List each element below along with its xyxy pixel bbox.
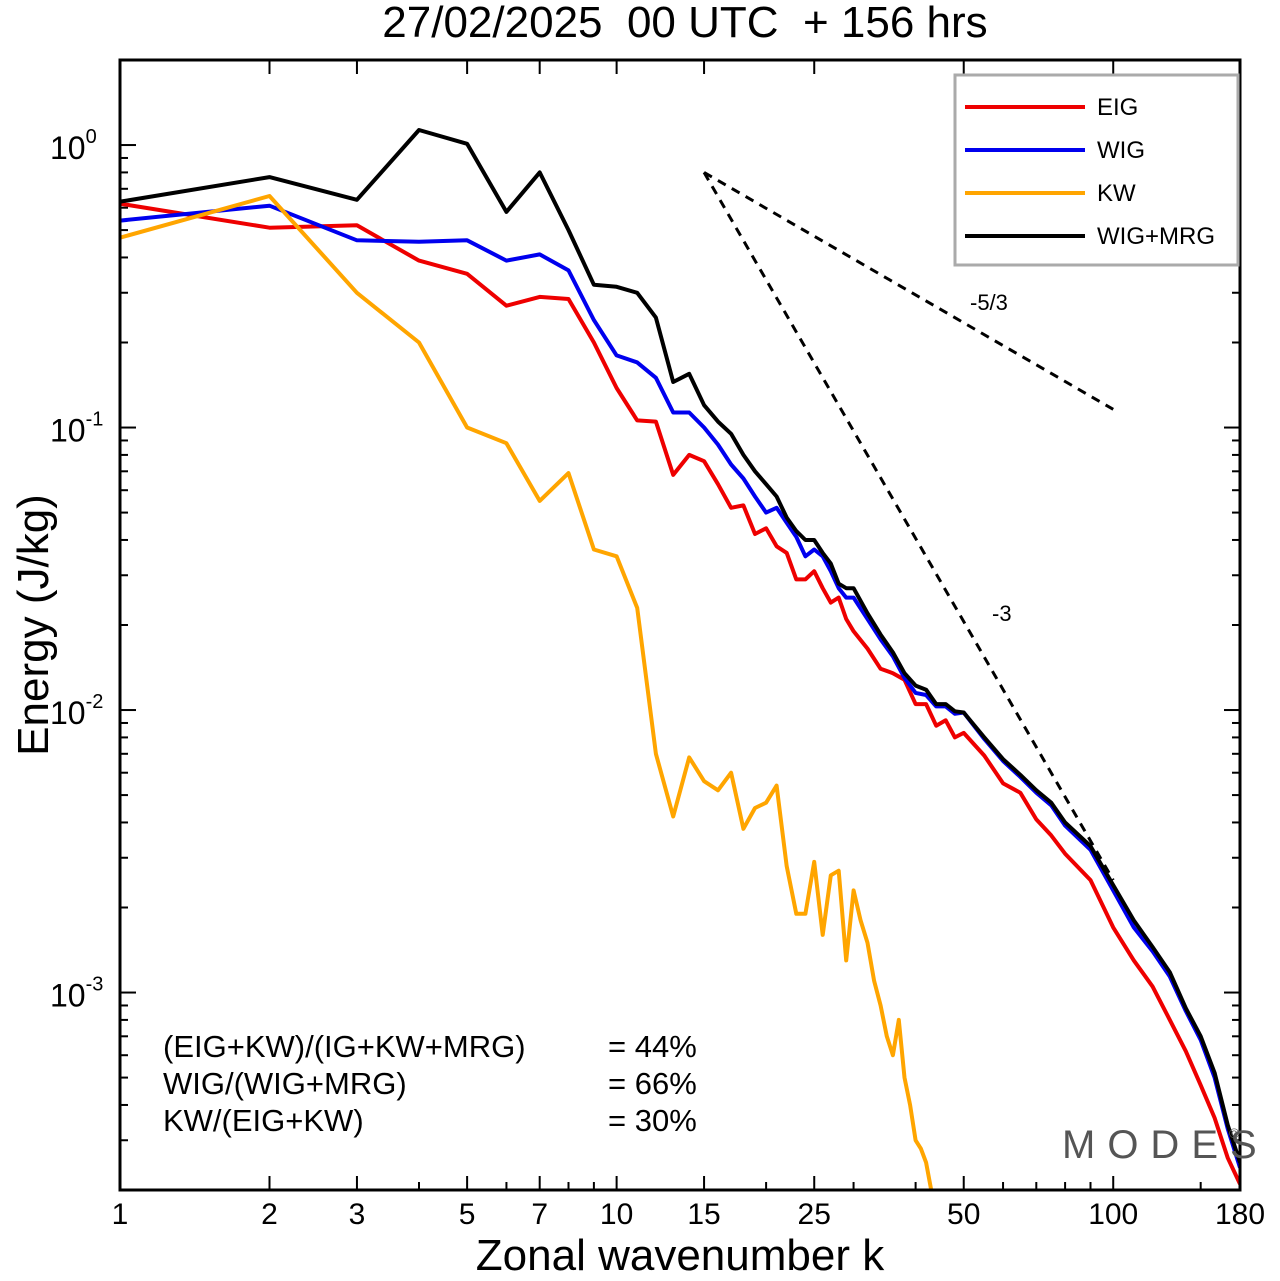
reference-slopes: -5/3 -3 <box>702 171 1115 881</box>
reference-slope-label-1: -5/3 <box>970 290 1008 315</box>
series-line-eig <box>120 201 1240 1185</box>
legend-label-kw: KW <box>1097 180 1136 207</box>
y-tick-label: 10-1 <box>50 409 103 449</box>
annotation-label-1: (EIG+KW)/(IG+KW+MRG) <box>163 1029 526 1064</box>
legend: EIG WIG KW WIG+MRG <box>953 73 1240 267</box>
x-tick-label: 2 <box>261 1198 278 1231</box>
x-tick-label: 180 <box>1215 1198 1265 1231</box>
y-tick-label: 10-3 <box>50 974 103 1014</box>
axes: 1 2 3 5 7 10 15 25 50 100 180 10-3 10-2 10-1 100 <box>50 59 1265 1231</box>
watermark-text: MODES <box>1062 1123 1269 1167</box>
chart-title: 27/02/2025 00 UTC + 156 hrs <box>382 0 987 47</box>
annotation-value-1: = 44% <box>608 1029 697 1064</box>
reference-slope-label-2: -3 <box>992 601 1012 626</box>
annotation-value-3: = 30% <box>608 1103 697 1138</box>
series-line-kw <box>120 194 934 1190</box>
x-axis-label: Zonal wavenumber k <box>476 1231 885 1280</box>
copyright-mark: © <box>1229 1125 1240 1141</box>
statistics-annotations: (EIG+KW)/(IG+KW+MRG) = 44% WIG/(WIG+MRG) = … <box>163 1029 697 1138</box>
legend-box <box>953 73 1240 267</box>
x-tick-label: 5 <box>459 1198 476 1231</box>
annotation-label-2: WIG/(WIG+MRG) <box>163 1066 407 1101</box>
x-tick-label: 50 <box>947 1198 980 1231</box>
series-line-wig <box>120 203 1240 1169</box>
y-tick-label: 10-2 <box>50 691 103 731</box>
reference-slope-line-2 <box>702 171 1115 881</box>
x-tick-label: 1 <box>112 1198 129 1231</box>
legend-label-wig: WIG <box>1097 137 1145 164</box>
x-tick-label: 7 <box>531 1198 548 1231</box>
x-tick-label: 25 <box>798 1198 831 1231</box>
modes-watermark: MODES © <box>1062 1123 1269 1167</box>
annotation-label-3: KW/(EIG+KW) <box>163 1103 364 1138</box>
series-layer <box>120 128 1240 1190</box>
x-tick-label: 10 <box>600 1198 633 1231</box>
y-tick-label: 100 <box>50 126 97 166</box>
x-tick-label: 15 <box>687 1198 720 1231</box>
legend-label-eig: EIG <box>1097 94 1138 121</box>
x-tick-label: 100 <box>1088 1198 1138 1231</box>
x-tick-label: 3 <box>349 1198 366 1231</box>
annotation-value-2: = 66% <box>608 1066 697 1101</box>
legend-label-wig-mrg: WIG+MRG <box>1097 223 1215 250</box>
series-line-wig-mrg <box>120 128 1240 1164</box>
y-axis-label: Energy (J/kg) <box>9 494 58 756</box>
